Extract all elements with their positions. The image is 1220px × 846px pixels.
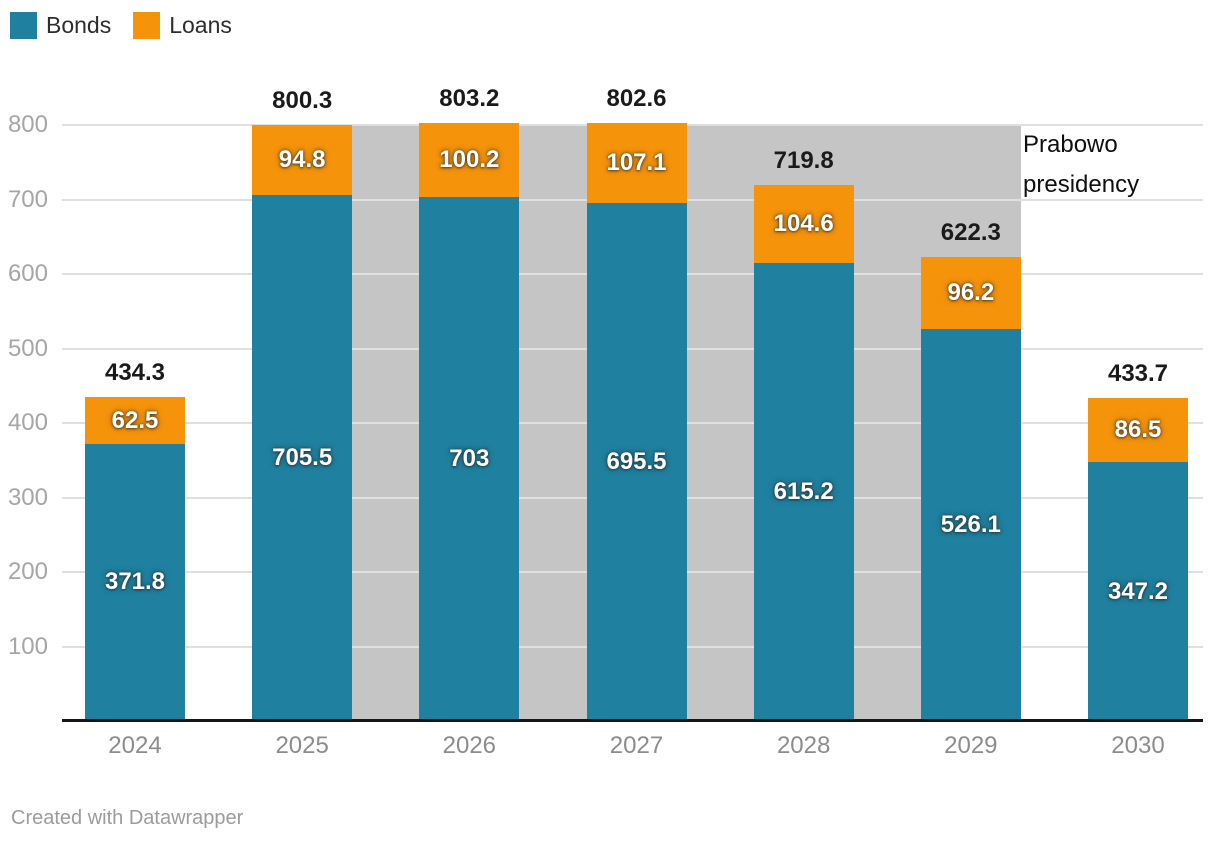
y-axis-tick-label: 700 <box>7 185 48 213</box>
bar-segment-loans-2024[interactable]: 62.5 <box>85 397 185 444</box>
bonds-value-label-2029: 526.1 <box>940 511 1001 539</box>
bar-segment-bonds-2026[interactable]: 703 <box>419 197 520 721</box>
bar-segment-bonds-2025[interactable]: 705.5 <box>252 195 353 721</box>
y-axis-tick-label: 600 <box>7 260 48 287</box>
loans-value-label-2028: 104.6 <box>773 209 834 237</box>
bonds-value-label-2028: 615.2 <box>773 477 834 505</box>
total-value-label-2028: 719.8 <box>773 146 834 174</box>
loans-value-label-2025: 94.8 <box>278 146 326 174</box>
y-axis-tick-label: 800 <box>7 111 48 138</box>
x-axis-line <box>62 719 1203 722</box>
loans-swatch-icon <box>133 12 161 39</box>
x-axis-tick-label-2029: 2029 <box>944 732 998 759</box>
y-axis-tick-label: 100 <box>7 632 48 660</box>
y-axis-tick-label: 300 <box>7 483 48 511</box>
x-axis-tick-label-2025: 2025 <box>275 732 329 759</box>
x-axis-tick-label-2030: 2030 <box>1111 732 1165 759</box>
loans-value-label-2024: 62.5 <box>111 406 159 434</box>
legend-item-bonds: Bonds <box>10 12 111 39</box>
total-value-label-2026: 803.2 <box>439 84 500 112</box>
bar-segment-loans-2029[interactable]: 96.2 <box>920 257 1021 330</box>
bar-segment-bonds-2028[interactable]: 615.2 <box>753 262 854 721</box>
bonds-value-label-2027: 695.5 <box>606 447 667 475</box>
bar-segment-loans-2030[interactable]: 86.5 <box>1088 397 1188 463</box>
y-axis-tick-label: 200 <box>7 558 48 585</box>
x-axis-tick-label-2027: 2027 <box>609 732 664 759</box>
bar-segment-loans-2027[interactable]: 107.1 <box>586 123 687 203</box>
legend-label-bonds: Bonds <box>46 12 112 38</box>
bar-segment-bonds-2027[interactable]: 695.5 <box>586 202 687 721</box>
bonds-value-label-2024: 371.8 <box>104 568 166 596</box>
x-axis-tick-label-2026: 2026 <box>442 732 497 759</box>
y-axis-tick-label: 500 <box>7 334 48 362</box>
legend-label-loans: Loans <box>169 12 232 38</box>
legend-item-loans: Loans <box>133 12 232 39</box>
x-axis-tick-label-2024: 2024 <box>108 732 162 759</box>
x-axis-tick-label-2028: 2028 <box>776 732 831 759</box>
y-axis-tick-label: 400 <box>7 409 48 436</box>
total-value-label-2024: 434.3 <box>104 359 166 387</box>
datawrapper-credit: Created with Datawrapper <box>11 807 244 829</box>
total-value-label-2029: 622.3 <box>940 219 1001 247</box>
bonds-value-label-2026: 703 <box>449 445 490 473</box>
total-value-label-2025: 800.3 <box>272 86 333 114</box>
loans-value-label-2026: 100.2 <box>439 145 500 173</box>
bonds-value-label-2030: 347.2 <box>1107 577 1169 605</box>
total-value-label-2027: 802.6 <box>606 85 667 113</box>
loans-value-label-2027: 107.1 <box>606 148 667 176</box>
bar-segment-bonds-2030[interactable]: 347.2 <box>1088 462 1188 721</box>
bar-segment-loans-2028[interactable]: 104.6 <box>753 184 854 263</box>
bar-segment-loans-2025[interactable]: 94.8 <box>252 124 353 196</box>
loans-value-label-2029: 96.2 <box>947 279 995 307</box>
legend: Bonds Loans <box>10 12 232 39</box>
bonds-swatch-icon <box>10 12 37 39</box>
highlight-band-annotation: Prabowo presidency <box>1023 131 1140 198</box>
total-value-label-2030: 433.7 <box>1107 359 1169 387</box>
bonds-value-label-2025: 705.5 <box>272 444 333 472</box>
loans-value-label-2030: 86.5 <box>1114 416 1162 444</box>
bar-segment-bonds-2029[interactable]: 526.1 <box>920 329 1021 721</box>
bar-segment-loans-2026[interactable]: 100.2 <box>419 122 520 198</box>
bar-segment-bonds-2024[interactable]: 371.8 <box>85 444 185 721</box>
